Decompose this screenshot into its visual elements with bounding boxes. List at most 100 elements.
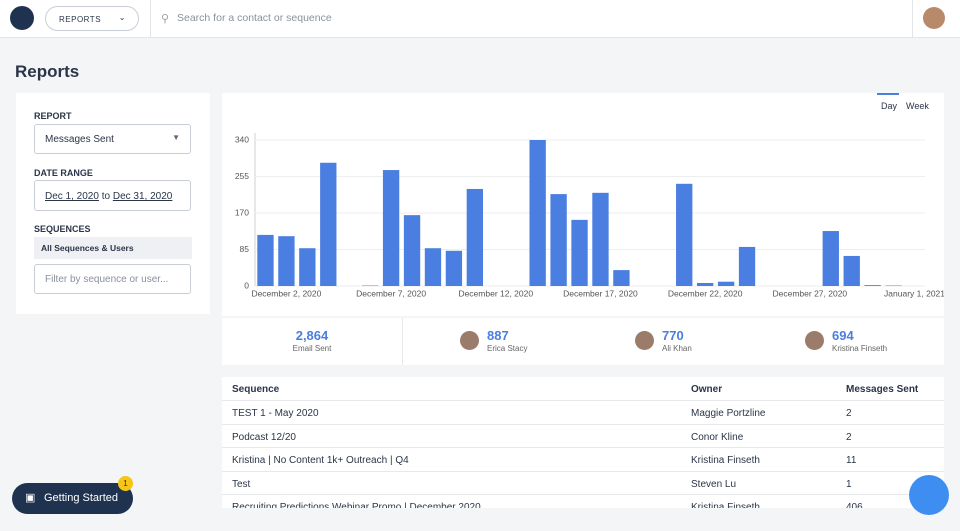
logo[interactable] — [10, 6, 34, 30]
x-tick-label: December 2, 2020 — [251, 288, 321, 298]
table-cell: 406 — [846, 502, 863, 508]
x-tick-label: December 7, 2020 — [356, 288, 426, 298]
bar — [382, 170, 400, 286]
divider — [912, 0, 913, 37]
search-icon: ⚲ — [161, 13, 170, 25]
owner-avatar — [460, 331, 479, 350]
reports-menu[interactable]: REPORTS ⌄ — [45, 6, 139, 31]
y-tick-label: 0 — [244, 280, 249, 290]
filter-input[interactable]: Filter by sequence or user... — [34, 264, 191, 294]
stat-label: Ali Khan — [662, 344, 692, 353]
bar — [424, 248, 442, 286]
x-tick-label: December 27, 2020 — [773, 288, 848, 298]
table-cell: Podcast 12/20 — [232, 431, 296, 443]
filter-panel: REPORT Messages Sent ▼ DATE RANGE Dec 1, … — [16, 93, 210, 314]
clipboard-icon: ▣ — [25, 492, 36, 504]
user-avatar[interactable] — [923, 7, 945, 29]
owner-avatar — [635, 331, 654, 350]
y-tick-label: 85 — [240, 244, 250, 254]
sequence-table: Sequence Owner Messages Sent TEST 1 - May 2… — [222, 377, 944, 508]
date-start[interactable]: Dec 1, 2020 — [45, 191, 99, 202]
table-cell: 1 — [846, 478, 852, 490]
table-cell: Recruiting Predictions Webinar Promo | D… — [232, 502, 481, 508]
y-tick-label: 255 — [235, 171, 249, 181]
table-row[interactable]: Podcast 12/20 Conor Kline 2 — [222, 423, 944, 448]
bar — [278, 236, 295, 286]
x-tick-label: December 17, 2020 — [563, 288, 638, 298]
bar — [738, 246, 756, 286]
stat-label: Erica Stacy — [487, 344, 528, 353]
x-tick-label: January 1, 2021 — [884, 288, 944, 298]
chat-button[interactable] — [909, 475, 949, 515]
bar — [843, 255, 860, 286]
table-cell: Kristina | No Content 1k+ Outreach | Q4 — [232, 455, 409, 466]
table-row[interactable]: TEST 1 - May 2020 Maggie Portzline 2 — [222, 400, 944, 424]
table-cell: 2 — [846, 408, 852, 419]
bar — [696, 282, 714, 286]
reports-menu-label: REPORTS — [59, 15, 102, 24]
stat-value: 2,864 — [295, 328, 329, 343]
bar — [864, 285, 881, 286]
table-row[interactable]: Kristina | No Content 1k+ Outreach | Q4 K… — [222, 447, 944, 471]
tab-indicator — [877, 93, 899, 95]
divider — [150, 0, 151, 37]
bar — [676, 183, 693, 286]
bar — [529, 140, 546, 286]
tab-week[interactable]: Week — [906, 101, 929, 111]
report-label: REPORT — [34, 111, 72, 121]
tab-day[interactable]: Day — [881, 101, 898, 111]
report-value: Messages Sent — [45, 134, 114, 145]
sequences-label: SEQUENCES — [34, 224, 91, 234]
date-range[interactable]: Dec 1, 2020 to Dec 31, 2020 — [34, 180, 191, 211]
date-range-label: DATE RANGE — [34, 168, 93, 178]
chart: 0 85 170 255 340 December 2, 2020 December 7, … — [235, 133, 944, 298]
bar — [257, 234, 274, 286]
report-select[interactable]: Messages Sent ▼ — [34, 124, 191, 154]
search-input[interactable]: Search for a contact or sequence — [177, 12, 332, 24]
stat: 887 Erica Stacy — [487, 328, 527, 353]
stat: 770 Ali Khan — [662, 328, 692, 353]
bar — [299, 248, 316, 286]
bar — [403, 215, 421, 286]
y-tick-label: 170 — [235, 207, 249, 217]
table-cell: Steven Lu — [691, 478, 737, 490]
table-header: Sequence Owner Messages Sent — [222, 377, 944, 400]
bar — [466, 188, 484, 286]
table-cell: Kristina Finseth — [691, 502, 760, 508]
column-header: Owner — [691, 384, 723, 395]
x-tick-label: December 12, 2020 — [458, 288, 533, 298]
bar — [320, 162, 337, 286]
table-cell: 11 — [846, 455, 857, 466]
stat-label: Kristina Finseth — [832, 344, 888, 353]
table-cell: Kristina Finseth — [691, 455, 760, 466]
getting-started-button[interactable]: ▣ Getting Started 1 — [12, 476, 133, 514]
owner-avatar — [805, 331, 824, 350]
stat: 694 Kristina Finseth — [832, 328, 887, 353]
column-header: Sequence — [232, 384, 280, 395]
table-row[interactable]: Test Steven Lu 1 — [222, 470, 944, 495]
date-to: to — [101, 191, 111, 202]
column-header: Messages Sent — [846, 384, 919, 395]
table-cell: 2 — [846, 431, 852, 443]
getting-started-label: Getting Started — [44, 492, 118, 504]
stat-value: 887 — [487, 328, 509, 343]
notification-badge: 1 — [118, 476, 133, 491]
bar — [613, 270, 630, 286]
date-end[interactable]: Dec 31, 2020 — [112, 191, 173, 202]
table-cell: Conor Kline — [691, 431, 744, 443]
stat: 2,864 Email Sent — [293, 328, 332, 353]
y-tick-label: 340 — [235, 134, 249, 144]
table-row[interactable]: Recruiting Predictions Webinar Promo | D… — [222, 494, 944, 508]
page-title: Reports — [15, 62, 80, 81]
table-cell: TEST 1 - May 2020 — [232, 408, 319, 419]
divider — [402, 318, 403, 365]
top-bar: REPORTS ⌄ ⚲ Search for a contact or seque… — [0, 0, 960, 38]
bar — [717, 281, 735, 286]
sequences-value[interactable]: All Sequences & Users — [34, 237, 192, 259]
stat-value: 694 — [832, 328, 854, 343]
x-tick-label: December 22, 2020 — [668, 288, 743, 298]
bar — [592, 192, 609, 286]
bar — [822, 231, 839, 286]
bar — [550, 194, 567, 286]
